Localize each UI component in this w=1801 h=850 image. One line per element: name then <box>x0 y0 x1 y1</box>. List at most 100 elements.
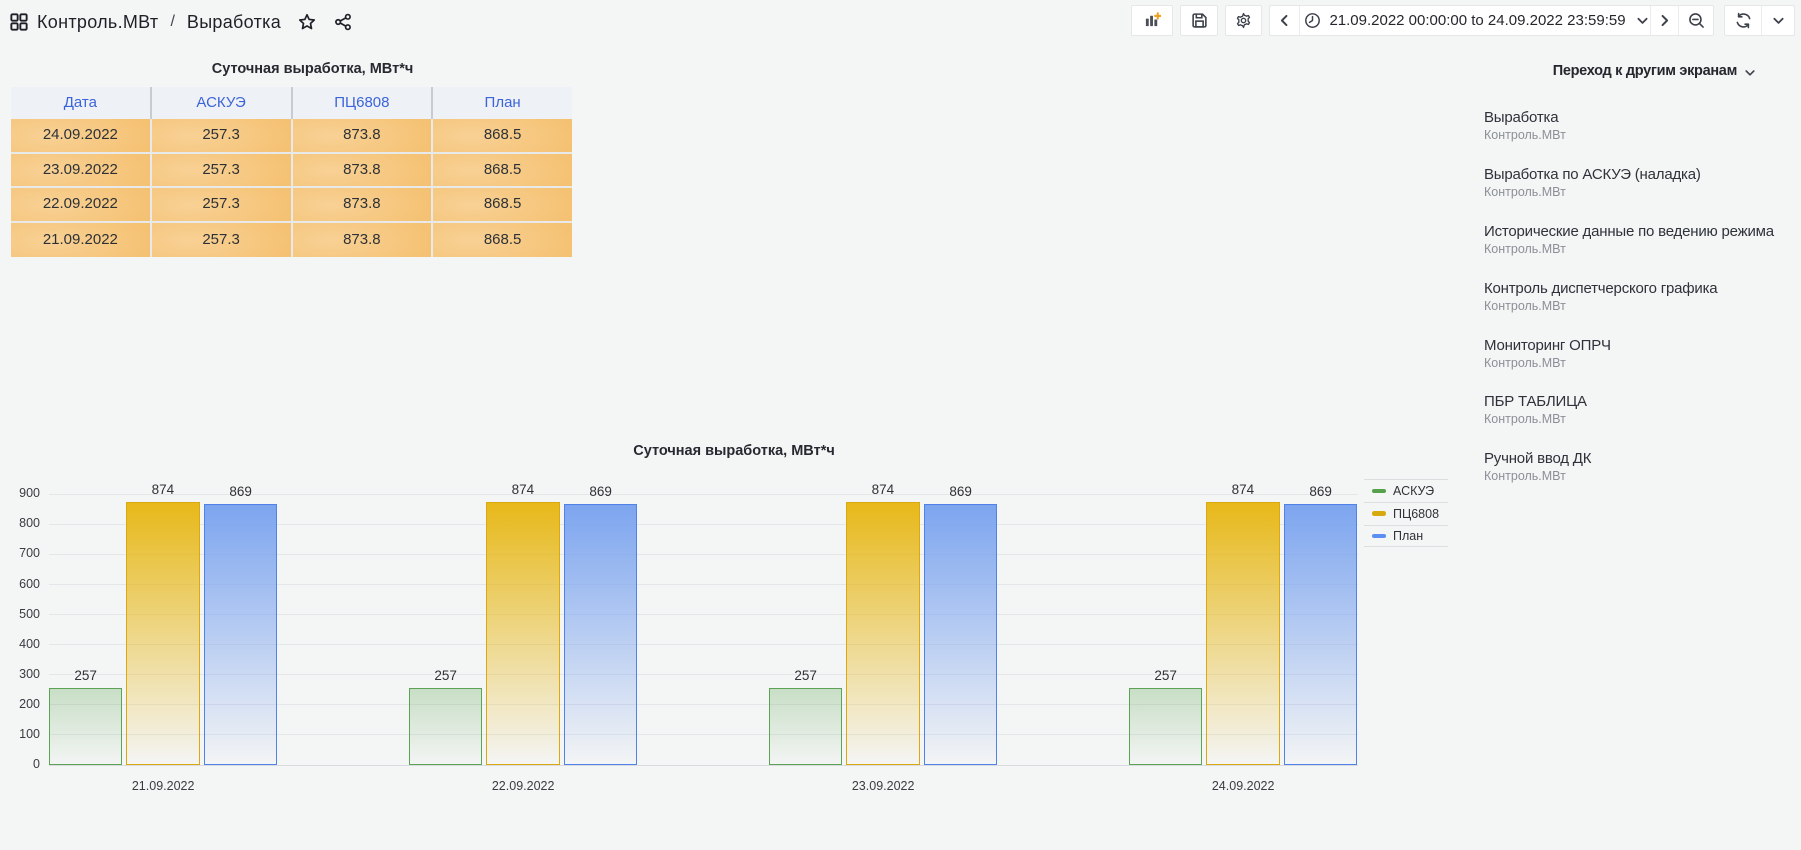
chart-panel-title: Суточная выработка, МВт*ч <box>633 443 835 459</box>
bar-ПЦ6808[interactable] <box>846 502 920 765</box>
bar-План[interactable] <box>563 503 638 765</box>
time-range-back-button[interactable] <box>1270 6 1299 35</box>
bar-value-label: 874 <box>511 482 535 498</box>
time-range-picker[interactable]: 21.09.2022 00:00:00 to 24.09.2022 23:59:… <box>1299 6 1650 35</box>
dashlist-panel-title[interactable]: Переход к другим экранам <box>1553 62 1756 80</box>
table-cell: 24.09.2022 <box>11 119 150 154</box>
dashboard-link-title[interactable]: Выработка <box>1484 109 1559 126</box>
breadcrumb-dashboard[interactable]: Контроль.МВт <box>37 11 159 32</box>
share-icon[interactable] <box>334 13 352 31</box>
x-axis-tick-label: 23.09.2022 <box>851 779 915 793</box>
table-cell: 257.3 <box>149 119 291 154</box>
gridline <box>48 493 1359 495</box>
bar-ПЦ6808[interactable] <box>126 502 200 765</box>
bar-АСКУЭ[interactable] <box>48 687 123 765</box>
table-cell: 22.09.2022 <box>11 188 150 223</box>
time-range-forward-button[interactable] <box>1650 6 1678 35</box>
legend-label: АСКУЭ <box>1393 483 1435 498</box>
legend-marker <box>1372 533 1386 539</box>
bar-АСКУЭ[interactable] <box>408 687 483 765</box>
gridline <box>48 523 1359 525</box>
dashboard-link-title[interactable]: Ручной ввод ДК <box>1484 450 1592 468</box>
table-row: 22.09.2022 257.3 873.8 868.5 <box>11 188 572 223</box>
refresh-group <box>1724 5 1795 36</box>
bar-ПЦ6808[interactable] <box>1206 502 1280 765</box>
table-cell: 873.8 <box>290 119 432 154</box>
breadcrumb-page[interactable]: Выработка <box>186 11 282 32</box>
y-axis-tick-label: 100 <box>19 726 40 741</box>
bar-value-label: 869 <box>229 483 252 499</box>
table-header-cell[interactable]: ПЦ6808 <box>290 87 432 119</box>
table-cell: 868.5 <box>431 222 572 258</box>
dashlist-title-text: Переход к другим экранам <box>1552 63 1738 79</box>
table-panel-title: Суточная выработка, МВт*ч <box>211 61 414 77</box>
legend-item[interactable]: АСКУЭ <box>1364 479 1448 502</box>
legend-item[interactable]: План <box>1364 524 1448 548</box>
legend-label: ПЦ6808 <box>1393 506 1440 521</box>
dashboard-link-folder: Контроль.МВт <box>1484 298 1566 313</box>
bar-АСКУЭ[interactable] <box>768 687 843 765</box>
table-cell: 257.3 <box>149 188 291 223</box>
bar-value-label: 257 <box>434 667 457 683</box>
dashboard-link-title[interactable]: Мониторинг ОПРЧ <box>1484 336 1611 354</box>
time-range-text: 21.09.2022 00:00:00 to 24.09.2022 23:59:… <box>1329 12 1626 29</box>
y-axis-tick-label: 500 <box>19 606 40 621</box>
gridline <box>48 614 1359 616</box>
gridline <box>48 584 1359 586</box>
y-axis-tick-label: 200 <box>19 696 40 711</box>
dashboard-link-folder: Контроль.МВт <box>1484 241 1566 256</box>
bar-value-label: 874 <box>151 482 175 498</box>
breadcrumb: Контроль.МВт / Выработка <box>10 0 352 44</box>
dashboard-link-folder: Контроль.МВт <box>1484 184 1566 199</box>
bar-ПЦ6808[interactable] <box>486 502 560 765</box>
table-cell: 23.09.2022 <box>11 153 150 189</box>
refresh-button[interactable] <box>1725 6 1761 35</box>
zoom-out-button[interactable] <box>1678 6 1713 35</box>
bar-План[interactable] <box>203 503 278 765</box>
y-axis-tick-label: 600 <box>19 576 40 591</box>
dashboard-link-folder: Контроль.МВт <box>1484 412 1566 427</box>
bar-value-label: 257 <box>794 667 817 683</box>
apps-grid-icon[interactable] <box>10 13 28 31</box>
table-row: 23.09.2022 257.3 873.8 868.5 <box>11 153 572 189</box>
dashboard-link-title[interactable]: Исторические данные по ведению режима <box>1484 222 1774 240</box>
bar-value-label: 257 <box>74 667 97 683</box>
table-cell: 868.5 <box>431 119 572 154</box>
bar-АСКУЭ[interactable] <box>1128 687 1203 765</box>
chevron-down-icon <box>1745 69 1755 76</box>
y-axis-tick-label: 0 <box>33 757 40 771</box>
dashboard-link-title[interactable]: ПБР ТАБЛИЦА <box>1484 393 1587 411</box>
star-icon[interactable] <box>298 13 316 31</box>
x-axis-tick-label: 21.09.2022 <box>131 779 195 793</box>
table-header-cell[interactable]: План <box>431 87 572 119</box>
table-header-cell[interactable]: Дата <box>11 87 150 119</box>
gridline <box>48 764 1359 766</box>
table-cell: 868.5 <box>431 153 572 189</box>
add-panel-button[interactable] <box>1131 5 1173 36</box>
table-cell: 868.5 <box>431 188 572 223</box>
y-axis-tick-label: 900 <box>19 486 40 501</box>
y-axis-tick-label: 400 <box>19 636 40 651</box>
dashboard-link-item: Ручной ввод ДК Контроль.МВт <box>1484 445 1794 502</box>
x-axis-tick-label: 24.09.2022 <box>1211 779 1275 793</box>
bar-value-label: 869 <box>589 483 612 499</box>
data-table: Дата АСКУЭ ПЦ6808 План 24.09.2022 257.3 873.8 8… <box>11 87 572 258</box>
legend-item[interactable]: ПЦ6808 <box>1364 501 1448 525</box>
refresh-interval-button[interactable] <box>1761 6 1794 35</box>
save-dashboard-button[interactable] <box>1180 5 1218 36</box>
y-axis-tick-label: 300 <box>19 666 40 681</box>
gridline <box>48 644 1359 646</box>
dashboard-link-folder: Контроль.МВт <box>1484 469 1566 484</box>
bar-План[interactable] <box>1283 503 1358 765</box>
dashboard-link-title[interactable]: Выработка по АСКУЭ (наладка) <box>1484 165 1701 183</box>
legend-marker <box>1372 511 1386 516</box>
dashboard-link-title[interactable]: Контроль диспетчерского графика <box>1484 279 1718 297</box>
y-axis-tick-label: 800 <box>19 516 40 531</box>
table-cell: 873.8 <box>290 188 432 223</box>
dashboard-list: Выработка Контроль.МВт Выработка по АСКУЭ … <box>1484 104 1794 502</box>
dashboard-settings-button[interactable] <box>1225 5 1262 36</box>
bar-План[interactable] <box>923 503 998 765</box>
table-header-cell[interactable]: АСКУЭ <box>149 87 291 119</box>
time-range-caret-icon <box>1637 17 1648 24</box>
gridline <box>48 734 1359 736</box>
